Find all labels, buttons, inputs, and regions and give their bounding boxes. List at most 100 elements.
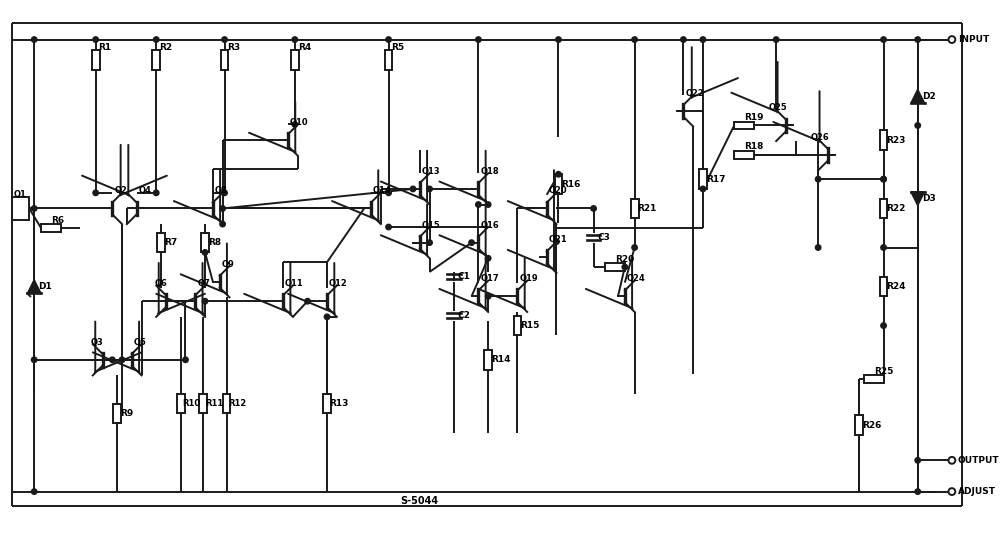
Text: R19: R19	[744, 113, 764, 122]
Bar	[855, 416, 863, 435]
Polygon shape	[911, 192, 925, 206]
Text: D1: D1	[38, 282, 52, 291]
Circle shape	[385, 190, 391, 195]
Text: Q14: Q14	[373, 186, 391, 195]
Circle shape	[485, 294, 490, 299]
Bar	[220, 50, 228, 70]
Circle shape	[153, 190, 159, 195]
Circle shape	[93, 190, 98, 195]
Text: R13: R13	[329, 399, 348, 408]
Circle shape	[915, 458, 921, 463]
Circle shape	[202, 250, 208, 255]
Bar	[384, 50, 392, 70]
Bar	[880, 130, 888, 150]
Circle shape	[554, 239, 560, 244]
Text: Q20: Q20	[549, 186, 568, 195]
Bar	[699, 169, 707, 189]
Circle shape	[324, 314, 329, 320]
Circle shape	[681, 37, 686, 42]
Text: Q16: Q16	[480, 221, 499, 229]
Bar	[631, 199, 639, 218]
Text: R12: R12	[228, 399, 246, 408]
Text: C3: C3	[598, 233, 611, 242]
Text: Q2: Q2	[114, 186, 127, 195]
Circle shape	[591, 206, 597, 211]
Text: Q22: Q22	[686, 89, 704, 98]
Circle shape	[109, 357, 115, 362]
Circle shape	[881, 245, 886, 250]
Text: D3: D3	[922, 194, 935, 203]
Text: Q5: Q5	[134, 338, 146, 347]
Text: C1: C1	[457, 272, 470, 281]
Circle shape	[93, 37, 98, 42]
Circle shape	[774, 37, 779, 42]
Text: Q6: Q6	[154, 279, 167, 288]
Text: R3: R3	[227, 43, 240, 52]
Text: R18: R18	[744, 142, 764, 151]
Bar	[152, 50, 160, 70]
Text: Q9: Q9	[221, 259, 234, 268]
Circle shape	[556, 171, 562, 177]
Circle shape	[410, 186, 415, 192]
Circle shape	[222, 37, 227, 42]
Circle shape	[292, 122, 297, 127]
Text: Q8: Q8	[215, 186, 227, 195]
Text: R22: R22	[887, 204, 906, 213]
Circle shape	[475, 202, 481, 207]
Text: R20: R20	[615, 255, 635, 264]
Circle shape	[220, 206, 225, 211]
Circle shape	[622, 264, 628, 270]
Circle shape	[881, 177, 886, 182]
Circle shape	[915, 489, 921, 495]
Text: R15: R15	[521, 321, 540, 330]
Circle shape	[475, 37, 481, 42]
Text: OUTPUT: OUTPUT	[958, 456, 999, 465]
Text: Q10: Q10	[290, 118, 308, 127]
Circle shape	[915, 37, 921, 42]
Bar	[734, 151, 754, 158]
Circle shape	[202, 299, 208, 304]
Text: R14: R14	[491, 355, 511, 364]
Circle shape	[468, 240, 474, 245]
Text: Q24: Q24	[627, 274, 646, 283]
Circle shape	[881, 177, 886, 182]
Bar	[555, 175, 563, 194]
Circle shape	[632, 37, 638, 42]
Circle shape	[881, 323, 886, 328]
Bar	[291, 50, 298, 70]
Text: R2: R2	[159, 43, 172, 52]
Text: Q1: Q1	[14, 190, 27, 199]
Circle shape	[915, 123, 921, 128]
Text: Q25: Q25	[769, 104, 787, 112]
Bar	[157, 233, 165, 252]
Circle shape	[816, 245, 821, 250]
Bar	[734, 121, 754, 129]
Text: R24: R24	[887, 282, 906, 291]
Bar	[606, 263, 625, 271]
Text: Q26: Q26	[811, 133, 829, 142]
Text: R23: R23	[887, 136, 906, 144]
Bar	[222, 394, 230, 413]
Text: R9: R9	[120, 409, 133, 418]
Text: R11: R11	[205, 399, 223, 408]
Circle shape	[31, 357, 37, 362]
Bar	[41, 224, 60, 232]
Text: Q7: Q7	[197, 279, 210, 288]
Text: INPUT: INPUT	[958, 35, 989, 44]
Polygon shape	[27, 280, 41, 293]
Text: R10: R10	[182, 399, 200, 408]
Circle shape	[385, 37, 391, 42]
Text: Q12: Q12	[329, 279, 347, 288]
Bar	[880, 277, 888, 296]
Text: R5: R5	[391, 43, 404, 52]
Circle shape	[153, 37, 159, 42]
Circle shape	[304, 299, 310, 304]
Bar	[484, 350, 492, 369]
Text: R16: R16	[562, 179, 581, 188]
Text: ADJUST: ADJUST	[958, 487, 996, 496]
Text: R7: R7	[164, 238, 177, 247]
Circle shape	[701, 37, 706, 42]
Bar	[199, 394, 207, 413]
Circle shape	[426, 240, 432, 245]
Text: Q3: Q3	[91, 338, 103, 347]
